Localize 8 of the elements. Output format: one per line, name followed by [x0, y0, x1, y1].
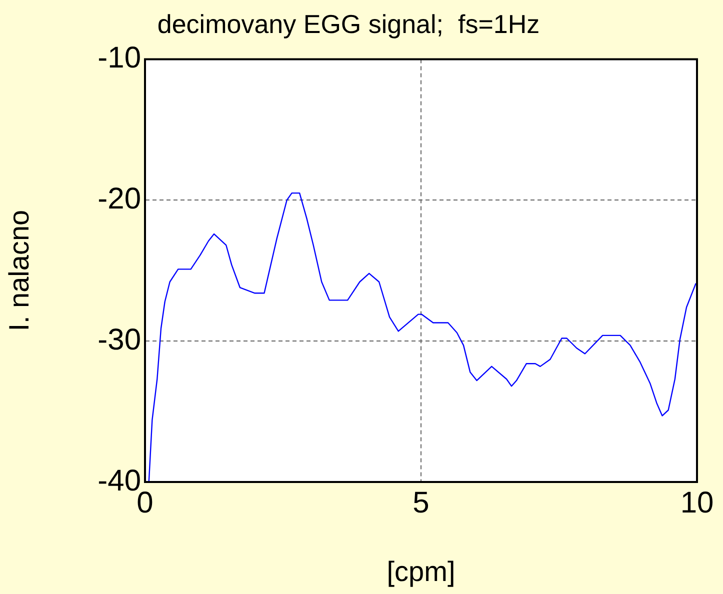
chart-title: decimovany EGG signal; fs=1Hz: [157, 8, 540, 39]
x-tick-label: 5: [412, 486, 430, 520]
x-axis-title: [cpm]: [386, 556, 456, 587]
x-tick-label: 10: [680, 486, 714, 520]
y-tick-label: -20: [98, 182, 141, 216]
y-axis-title: I. nalacno: [4, 210, 35, 332]
y-tick-label: -30: [98, 323, 141, 356]
y-tick-label: -10: [98, 41, 141, 74]
